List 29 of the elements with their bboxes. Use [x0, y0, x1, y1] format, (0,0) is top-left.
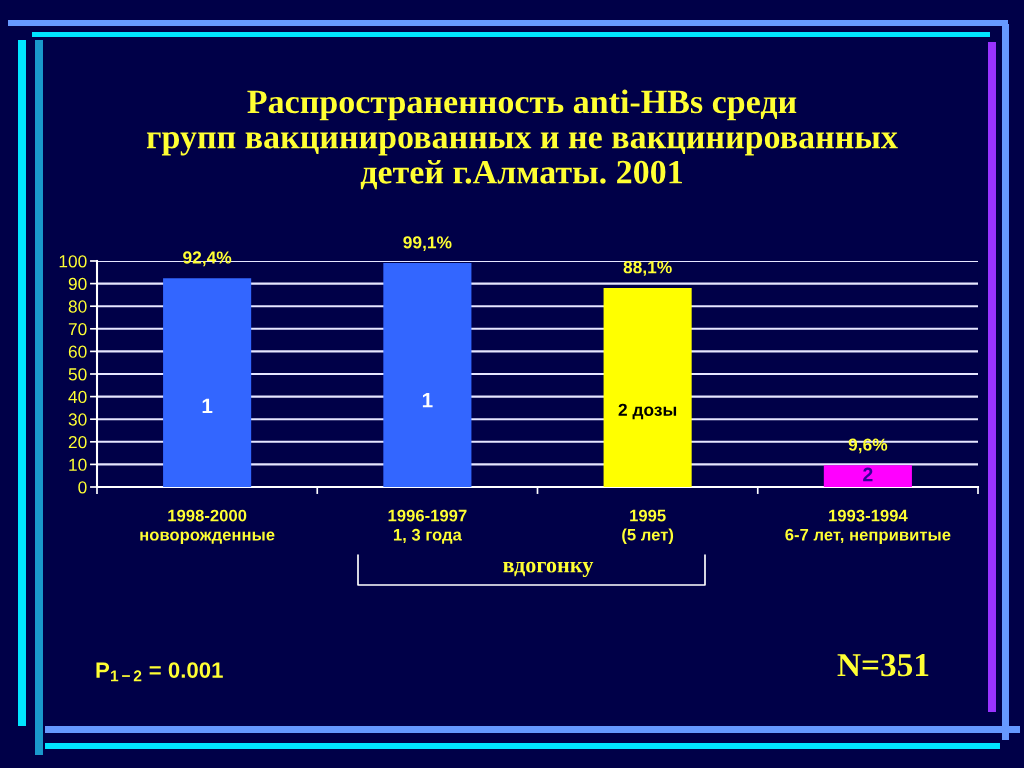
bar [823, 465, 912, 487]
y-tick-label: 80 [68, 300, 87, 313]
text: вдогонку [503, 561, 594, 578]
y-tick-label: 50 [68, 368, 87, 381]
bar [383, 263, 472, 487]
annotation: 2 [863, 467, 873, 482]
y-tick-label: 90 [68, 277, 87, 291]
y-tick-label: 20 [68, 435, 87, 449]
y-tick-label: 100 [59, 255, 87, 268]
chart-title: Распространенность anti-HBs среди групп вакцинированных и не вакцинированных детей г.Алматы. 2001 [146, 89, 898, 190]
y-tick-label: 70 [68, 322, 87, 336]
y-tick-label: 60 [68, 345, 87, 358]
text: P$_{1−2}$ = 0.001 [96, 662, 223, 682]
data-label: 88,1% [623, 261, 672, 276]
annotation: 1 [202, 398, 213, 414]
data-label: 99,1% [403, 236, 452, 252]
x-tick-label: 1998-2000 новорожденные [140, 509, 275, 544]
annotation: 2 дозы [618, 403, 677, 420]
text: N=351 [837, 653, 929, 677]
x-tick-label: 1993-1994 6-7 лет, непривитые [785, 509, 951, 544]
bar [603, 287, 692, 487]
x-tick-label: 1995 (5 лет) [622, 509, 674, 544]
x-tick-label: 1996-1997 1, 3 года [388, 509, 467, 544]
bar [163, 278, 252, 487]
annotation: 1 [422, 392, 433, 408]
y-tick-label: 40 [68, 390, 87, 404]
y-tick-label: 30 [68, 413, 87, 426]
y-tick-label: 10 [69, 458, 87, 471]
y-tick-label: 0 [78, 481, 87, 494]
